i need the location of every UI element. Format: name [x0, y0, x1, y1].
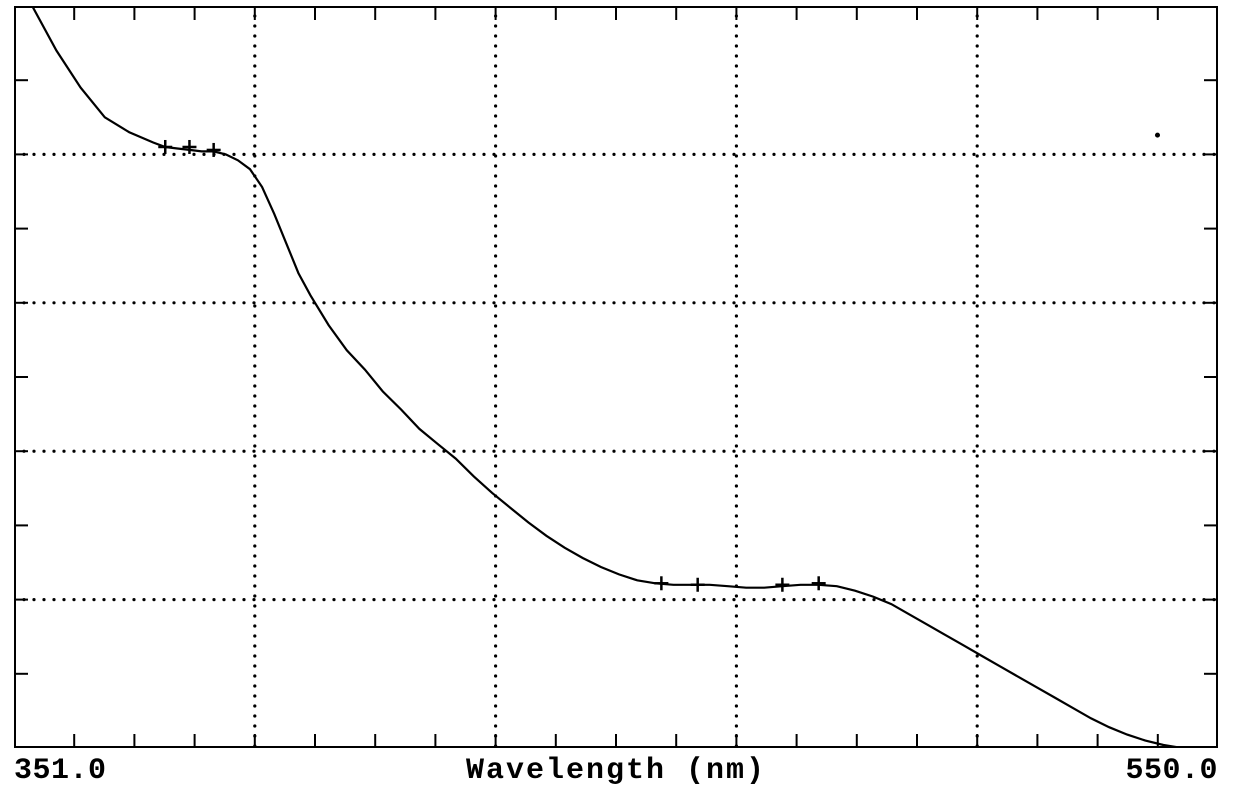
- x-axis-title: Wavelength (nm): [351, 754, 881, 788]
- x-axis-min-label: 351.0: [14, 754, 107, 788]
- spectrum-plot: [14, 6, 1218, 748]
- x-axis-max-label: 550.0: [1125, 754, 1218, 788]
- chart-container: { "chart": { "type": "line", "background…: [0, 0, 1235, 805]
